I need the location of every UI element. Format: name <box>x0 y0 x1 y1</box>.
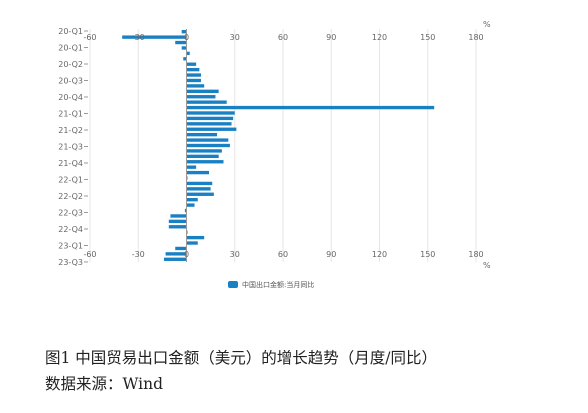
x-tick-label-top: 0 <box>184 33 189 42</box>
bar <box>186 89 219 93</box>
legend: 中国出口金额:当月同比 <box>228 280 314 289</box>
x-tick-label-top: 30 <box>230 33 240 42</box>
bar <box>186 143 230 148</box>
y-tick-label: 21-Q3 <box>58 143 83 152</box>
bar <box>186 241 198 245</box>
bar <box>186 95 216 99</box>
y-tick-label: 20-Q3 <box>58 77 83 86</box>
y-tick-label: 22-Q1 <box>58 176 83 185</box>
bar <box>186 203 195 207</box>
unit-label-top: % <box>483 20 491 29</box>
legend-swatch <box>228 281 238 288</box>
bar <box>165 252 187 256</box>
bar <box>163 257 187 261</box>
x-tick-label-bottom: 0 <box>184 250 189 259</box>
bar <box>186 127 237 131</box>
x-tick-label-bottom: -60 <box>83 250 96 259</box>
bar <box>186 149 222 153</box>
y-tick-label: 22-Q2 <box>58 192 83 201</box>
y-tick-label: 23-Q3 <box>58 258 83 267</box>
bar <box>186 165 197 169</box>
y-tick-label: 21-Q2 <box>58 126 83 135</box>
unit-label-bottom: % <box>483 261 491 270</box>
x-tick-label-top: -60 <box>83 33 96 42</box>
bar <box>183 57 187 61</box>
y-axis-labels: 20-Q1 20-Q1 20-Q2 20-Q3 20-Q4 21-Q1 21-Q2 21-Q3… <box>58 27 88 267</box>
bar <box>186 138 229 142</box>
bar <box>170 214 187 218</box>
x-tick-label-top: 150 <box>420 33 435 42</box>
x-tick-label-bottom: 120 <box>372 250 387 259</box>
x-tick-label-top: 60 <box>278 33 288 42</box>
bar <box>175 40 187 45</box>
y-tick-label: 20-Q1 <box>58 44 83 53</box>
bar <box>175 246 187 251</box>
bar <box>186 62 197 66</box>
x-tick-label-bottom: -30 <box>132 250 145 259</box>
bar <box>186 132 218 137</box>
y-tick-label: 21-Q1 <box>58 110 83 119</box>
bar <box>181 30 187 34</box>
bar <box>186 235 205 240</box>
x-tick-label-bottom: 60 <box>278 250 288 259</box>
bar-chart: 20-Q1 20-Q1 20-Q2 20-Q3 20-Q4 21-Q1 21-Q2 21-Q3… <box>58 20 491 289</box>
y-tick-label: 21-Q4 <box>58 159 83 168</box>
x-tick-label-bottom: 150 <box>420 250 435 259</box>
bars <box>122 30 435 261</box>
bar <box>184 208 187 213</box>
bar <box>186 160 224 164</box>
bar <box>122 35 187 39</box>
x-tick-label-top: 120 <box>372 33 387 42</box>
bar <box>186 154 219 159</box>
bar <box>186 116 234 121</box>
bar <box>186 78 201 83</box>
x-tick-label-top: 90 <box>326 33 336 42</box>
bar <box>168 225 187 229</box>
y-tick-label: 23-Q1 <box>58 242 83 251</box>
bar <box>186 111 235 115</box>
y-tick-label: 20-Q4 <box>58 93 83 102</box>
bar <box>181 46 187 50</box>
bar <box>186 170 210 175</box>
gridlines <box>89 29 477 262</box>
bar <box>186 181 213 186</box>
x-tick-label-bottom: 30 <box>230 250 240 259</box>
bar <box>186 67 200 72</box>
x-axis-bottom-labels: -60 -30 0 30 60 90 120 150 180 <box>83 250 483 259</box>
x-tick-label-bottom: 90 <box>326 250 336 259</box>
y-tick-label: 22-Q4 <box>58 225 83 234</box>
legend-label: 中国出口金额:当月同比 <box>242 280 314 289</box>
x-axis-top-labels: -60 -30 0 30 60 90 120 150 180 <box>83 33 483 42</box>
bar <box>186 105 435 110</box>
data-source: 数据来源：Wind <box>45 375 164 393</box>
figure-caption: 图1 中国贸易出口金额（美元）的增长趋势（月度/同比） <box>45 349 438 367</box>
bar <box>186 122 232 126</box>
y-tick-label: 20-Q1 <box>58 27 83 36</box>
bar <box>186 51 190 56</box>
bar <box>186 73 201 77</box>
bar <box>186 198 198 202</box>
y-tick-label: 20-Q2 <box>58 60 83 69</box>
x-tick-label-top: -30 <box>132 33 145 42</box>
x-tick-label-top: 180 <box>468 33 483 42</box>
bar <box>186 100 227 104</box>
bar <box>186 84 205 88</box>
bar <box>168 219 187 224</box>
y-tick-label: 22-Q3 <box>58 209 83 218</box>
bar <box>186 192 214 196</box>
bar <box>186 187 211 191</box>
x-tick-label-bottom: 180 <box>468 250 483 259</box>
